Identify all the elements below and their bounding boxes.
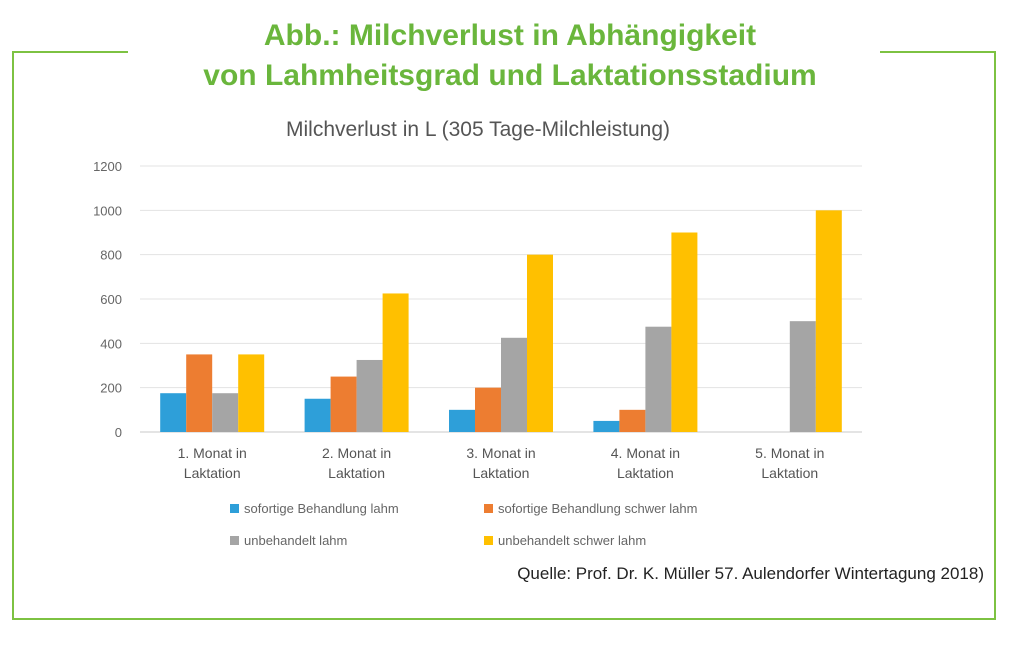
frame-top-right-line <box>880 51 996 53</box>
bar <box>160 393 187 432</box>
y-tick-label: 1200 <box>93 159 122 174</box>
figure-heading-line-1: Abb.: Milchverlust in Abhängigkeit <box>263 19 757 52</box>
bar <box>238 354 265 432</box>
legend-label: sofortige Behandlung lahm <box>244 501 399 516</box>
y-tick-label: 200 <box>100 381 122 396</box>
bar <box>789 321 816 432</box>
bar <box>671 232 698 432</box>
legend-label: sofortige Behandlung schwer lahm <box>498 501 697 516</box>
figure-heading: Abb.: Milchverlust in Abhängigkeit von L… <box>140 16 880 96</box>
legend-swatch <box>230 504 239 513</box>
bar <box>356 359 383 432</box>
bar <box>475 387 501 432</box>
legend-swatch <box>230 536 239 545</box>
x-tick-label: Laktation <box>328 465 385 481</box>
y-tick-label: 800 <box>100 248 122 263</box>
bar <box>212 393 239 432</box>
x-tick-label: 1. Monat in <box>178 445 247 461</box>
x-tick-label: Laktation <box>617 465 674 481</box>
bar <box>593 420 620 432</box>
x-tick-label: 4. Monat in <box>611 445 680 461</box>
legend-swatch <box>484 536 493 545</box>
bar <box>186 354 213 432</box>
x-tick-label: 5. Monat in <box>755 445 824 461</box>
legend-label: unbehandelt lahm <box>244 533 347 548</box>
legend-label: unbehandelt schwer lahm <box>498 533 646 548</box>
y-tick-label: 600 <box>100 292 122 307</box>
bar <box>501 337 527 432</box>
bar <box>527 254 553 432</box>
figure-heading-line-2: von Lahmheitsgrad und Laktationsstadium <box>203 59 817 92</box>
chart-title: Milchverlust in L (305 Tage-Milchleistun… <box>286 118 670 141</box>
source-citation: Quelle: Prof. Dr. K. Müller 57. Aulendor… <box>517 564 984 583</box>
x-tick-label: Laktation <box>473 465 530 481</box>
bar <box>815 210 842 432</box>
y-tick-label: 400 <box>100 336 122 351</box>
bar <box>619 409 646 432</box>
legend-swatch <box>484 504 493 513</box>
frame-top-left-line <box>12 51 128 53</box>
y-tick-label: 0 <box>115 425 122 440</box>
x-tick-label: 3. Monat in <box>466 445 535 461</box>
bar <box>382 293 409 432</box>
figure-frame <box>12 52 996 620</box>
bar <box>645 326 672 432</box>
bar <box>449 409 475 432</box>
x-tick-label: Laktation <box>184 465 241 481</box>
bar <box>330 376 357 432</box>
y-tick-label: 1000 <box>93 203 122 218</box>
x-tick-label: Laktation <box>761 465 818 481</box>
x-tick-label: 2. Monat in <box>322 445 391 461</box>
bar <box>304 398 331 432</box>
